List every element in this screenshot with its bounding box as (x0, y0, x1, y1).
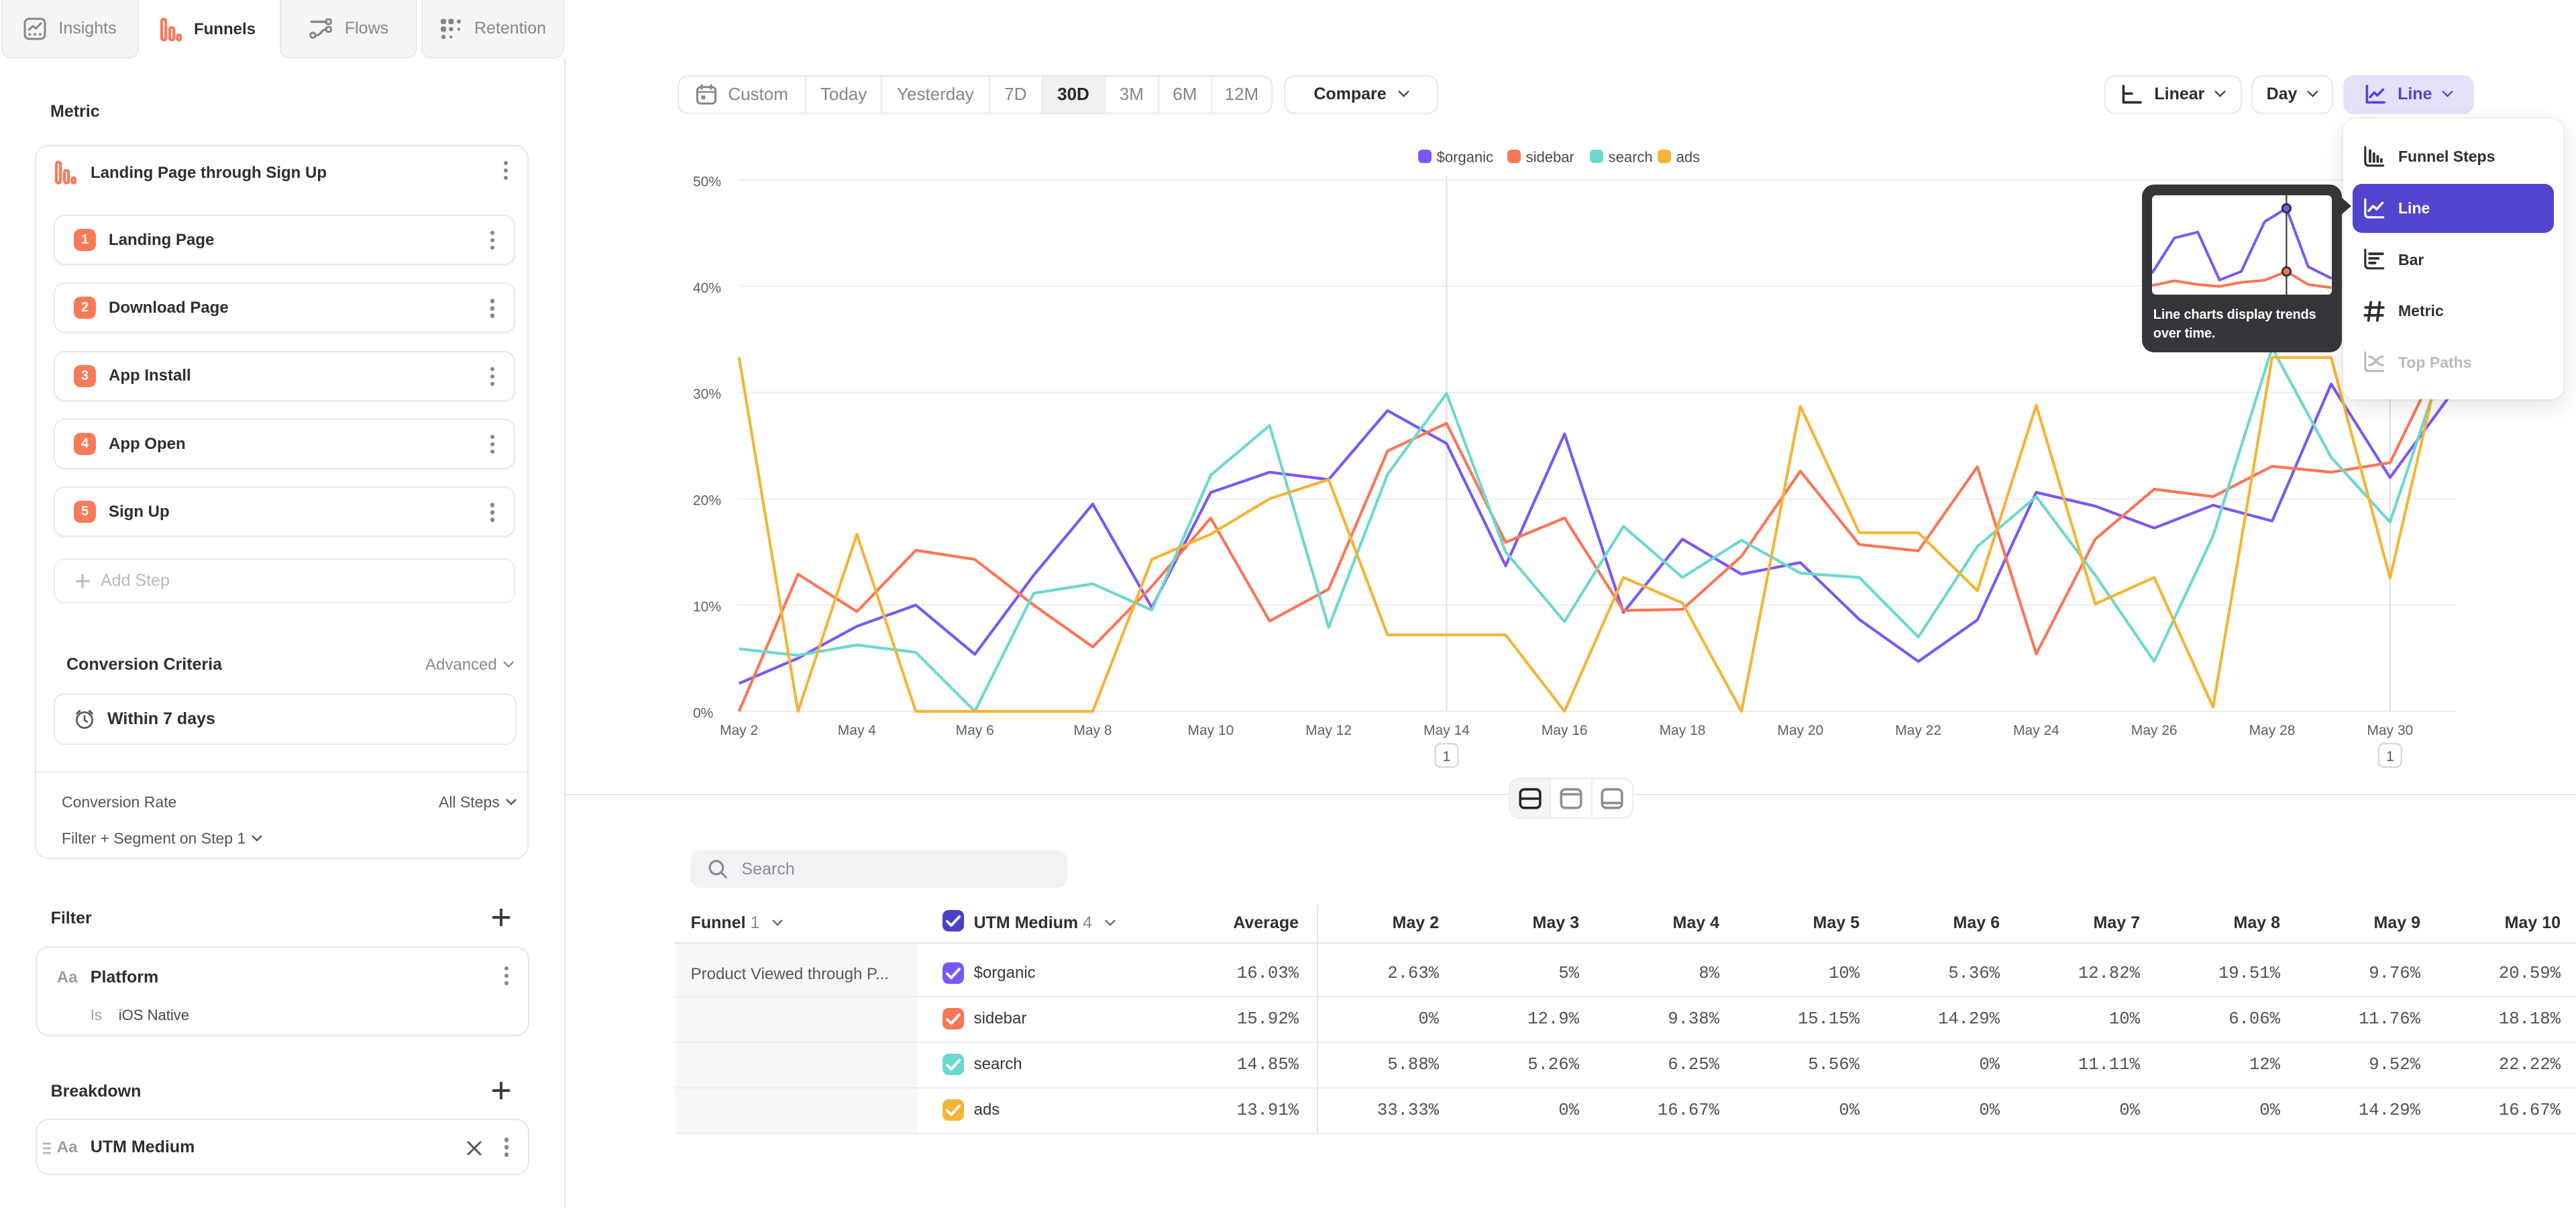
svg-text:May 8: May 8 (1073, 723, 1112, 738)
svg-text:May 22: May 22 (1895, 723, 1941, 738)
svg-text:May 18: May 18 (1660, 723, 1706, 738)
svg-text:0%: 0% (693, 705, 713, 721)
svg-text:sidebar: sidebar (1526, 149, 1574, 166)
svg-text:May 24: May 24 (2013, 723, 2059, 738)
svg-text:May 12: May 12 (1305, 723, 1352, 738)
svg-text:ads: ads (1676, 149, 1700, 166)
svg-text:1: 1 (2386, 749, 2394, 764)
svg-text:May 16: May 16 (1542, 723, 1588, 738)
svg-text:30%: 30% (693, 387, 721, 402)
svg-text:May 14: May 14 (1424, 723, 1470, 738)
svg-text:May 30: May 30 (2367, 723, 2413, 738)
svg-text:May 4: May 4 (838, 723, 877, 738)
svg-text:20%: 20% (693, 493, 721, 509)
svg-text:$organic: $organic (1437, 149, 1493, 166)
svg-text:1: 1 (1443, 749, 1451, 764)
svg-text:May 2: May 2 (720, 723, 758, 738)
svg-text:40%: 40% (693, 281, 721, 296)
svg-text:10%: 10% (693, 599, 721, 615)
svg-text:May 10: May 10 (1187, 723, 1234, 738)
svg-text:May 26: May 26 (2131, 723, 2178, 738)
svg-text:May 28: May 28 (2249, 723, 2296, 738)
svg-text:May 6: May 6 (956, 723, 994, 738)
svg-text:search: search (1609, 149, 1653, 166)
svg-text:May 20: May 20 (1777, 723, 1823, 738)
svg-text:50%: 50% (693, 174, 721, 189)
